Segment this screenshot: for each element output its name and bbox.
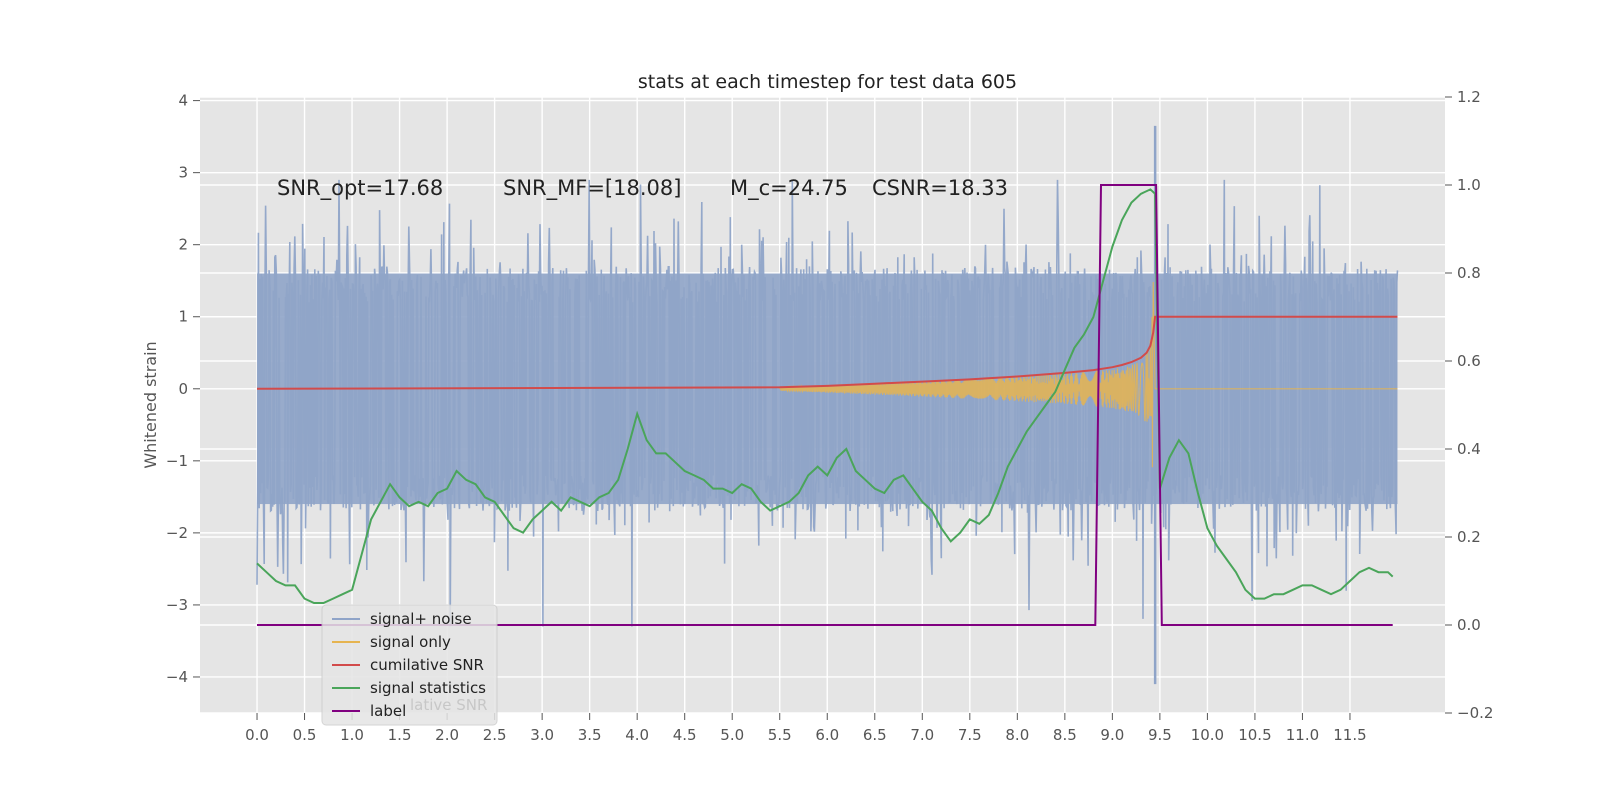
y2-tick-label: −0.2 <box>1457 704 1493 722</box>
x-tick-label: 2.5 <box>483 726 507 744</box>
y2-tick-label: 0.6 <box>1457 352 1481 370</box>
x-tick-label: 7.0 <box>910 726 934 744</box>
y-tick-label: −3 <box>166 596 188 614</box>
legend-label: cumilative SNR <box>370 656 484 674</box>
y-tick-label: 4 <box>178 92 188 110</box>
series-layer <box>256 125 1399 685</box>
x-tick-label: 5.5 <box>768 726 792 744</box>
x-tick-label: 6.0 <box>815 726 839 744</box>
y-tick-label: 1 <box>178 308 188 326</box>
y2-tick-label: 0.4 <box>1457 440 1481 458</box>
y-axis-label: Whitened strain <box>141 341 160 468</box>
y2-tick-label: 0.0 <box>1457 616 1481 634</box>
x-tick-label: 2.0 <box>435 726 459 744</box>
x-tick-label: 11.0 <box>1286 726 1319 744</box>
x-tick-label: 0.0 <box>245 726 269 744</box>
y2-tick-label: 1.2 <box>1457 88 1481 106</box>
series-signal-statistics-line <box>256 188 1394 604</box>
x-tick-label: 6.5 <box>863 726 887 744</box>
y-tick-label: 2 <box>178 236 188 254</box>
annotation-text: CSNR=18.33 <box>872 176 1008 200</box>
x-tick-label: 11.5 <box>1333 726 1366 744</box>
legend-label: signal only <box>370 633 451 651</box>
x-tick-label: 10.5 <box>1238 726 1271 744</box>
legend: lative SNR signal+ noise signal only cumila… <box>321 604 498 726</box>
x-tick-label: 4.5 <box>673 726 697 744</box>
y2-tick-label: 0.8 <box>1457 264 1481 282</box>
x-tick-label: 1.0 <box>340 726 364 744</box>
y-tick-label: −2 <box>166 524 188 542</box>
series-label-line <box>257 184 1393 626</box>
y-tick-label: −1 <box>166 452 188 470</box>
x-tick-label: 3.0 <box>530 726 554 744</box>
legend-label: signal statistics <box>370 679 486 697</box>
series-cumulative-snr-line <box>256 315 1398 390</box>
x-tick-label: 3.5 <box>578 726 602 744</box>
x-tick-label: 10.0 <box>1191 726 1224 744</box>
x-tick-label: 8.0 <box>1005 726 1029 744</box>
y-tick-label: −4 <box>166 668 188 686</box>
x-tick-label: 1.5 <box>388 726 412 744</box>
axes-layer: 4 3 2 1 0 −1 −2 −3 −4 1.2 1.0 0.8 0.6 0.4 0.2 0.0 −0.2 0.… <box>166 88 1494 744</box>
x-tick-label: 8.5 <box>1053 726 1077 744</box>
x-tick-label: 7.5 <box>958 726 982 744</box>
x-tick-label: 5.0 <box>720 726 744 744</box>
legend-ghost-text: lative SNR <box>410 696 487 714</box>
annotation-text: SNR_MF=[18.08] <box>503 176 681 201</box>
x-tick-label: 9.5 <box>1148 726 1172 744</box>
x-tick-label: 9.0 <box>1100 726 1124 744</box>
y-tick-label: 0 <box>178 380 188 398</box>
y2-tick-label: 0.2 <box>1457 528 1481 546</box>
annotation-text: SNR_opt=17.68 <box>277 176 443 201</box>
chart-title: stats at each timestep for test data 605 <box>638 71 1017 93</box>
legend-label: signal+ noise <box>370 610 472 628</box>
y2-tick-label: 1.0 <box>1457 176 1481 194</box>
x-tick-label: 0.5 <box>293 726 317 744</box>
annotation-text: M_c=24.75 <box>730 176 848 201</box>
legend-box <box>321 604 498 726</box>
annotations: SNR_opt=17.68 SNR_MF=[18.08] M_c=24.75 CSNR… <box>277 176 1008 201</box>
legend-label: label <box>370 702 406 720</box>
y-tick-label: 3 <box>178 164 188 182</box>
x-tick-label: 4.0 <box>625 726 649 744</box>
